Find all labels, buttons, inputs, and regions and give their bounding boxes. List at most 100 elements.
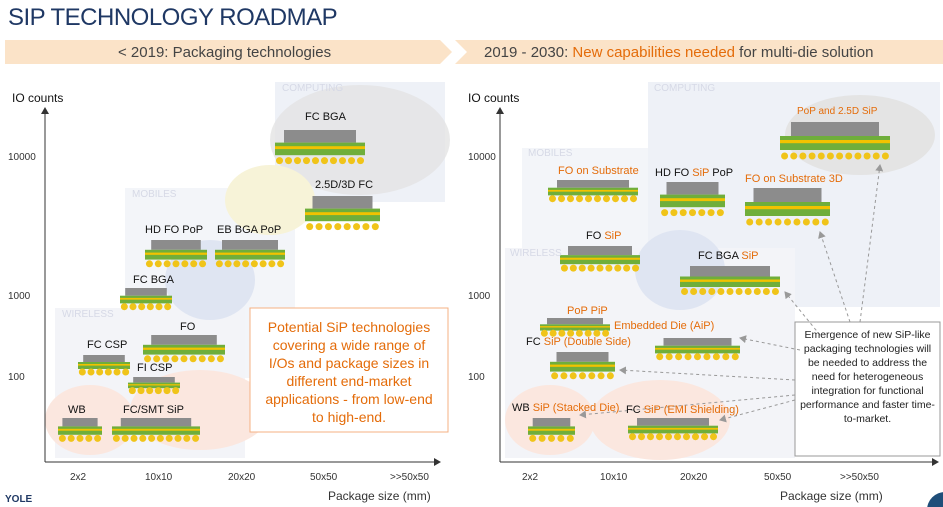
label-part: FO on Substrate 3D xyxy=(745,173,843,185)
label-part: PoP xyxy=(709,167,734,179)
package-part xyxy=(122,368,130,376)
package-part xyxy=(708,288,716,295)
package-part xyxy=(112,434,120,442)
package-part xyxy=(549,195,556,203)
package-part xyxy=(612,195,619,203)
package-part xyxy=(172,387,180,395)
package-part xyxy=(726,288,734,295)
package-part xyxy=(621,195,628,203)
package-part xyxy=(744,288,752,295)
label-part: FC xyxy=(526,336,544,348)
package-part xyxy=(722,353,730,361)
package-part xyxy=(148,434,156,442)
x-axis-label: Package size (mm) xyxy=(328,489,431,503)
package-part xyxy=(558,329,566,337)
label-part: SiP xyxy=(692,167,710,179)
package-part xyxy=(151,240,201,250)
package-part xyxy=(593,329,601,337)
package-part xyxy=(312,157,319,165)
package-part xyxy=(791,122,879,136)
package-part xyxy=(567,329,575,337)
region-label: COMPUTING xyxy=(654,83,716,94)
package-part xyxy=(137,387,145,395)
package-label: FC CSP xyxy=(87,339,128,351)
package-part xyxy=(362,223,370,231)
package-part xyxy=(550,364,615,367)
package-part xyxy=(587,264,595,272)
package-part xyxy=(353,223,361,231)
package-part xyxy=(250,260,258,268)
y-tick-label: 100 xyxy=(468,372,485,383)
package-part xyxy=(94,434,102,442)
label-part: SiP (Double Side) xyxy=(543,336,631,348)
package-label: FC BGA SiP xyxy=(698,251,759,262)
package-part xyxy=(689,209,696,217)
package-part xyxy=(661,209,669,217)
package-part xyxy=(854,152,862,160)
package-part xyxy=(836,152,844,160)
package-label: WB SiP (Stacked Die) xyxy=(512,403,619,414)
package-part xyxy=(551,372,559,380)
package-part xyxy=(560,264,568,272)
package-part xyxy=(275,146,365,150)
x-tick-label: 20x20 xyxy=(228,472,256,483)
package-part xyxy=(174,434,182,442)
package-part xyxy=(180,355,188,363)
package-part xyxy=(584,329,592,337)
package-part xyxy=(305,212,380,216)
package-part xyxy=(680,279,780,282)
package-part xyxy=(104,368,112,376)
banner-part: New capabilities needed xyxy=(572,44,736,61)
package-part xyxy=(684,353,692,361)
package-part xyxy=(790,152,798,160)
banner-right: 2019 - 2030: New capabilities needed for… xyxy=(484,45,873,60)
package-label: PoP PiP xyxy=(567,306,608,317)
package-part xyxy=(588,372,596,380)
x-tick-label: 2x2 xyxy=(70,472,87,483)
package-part xyxy=(548,189,638,192)
package-part xyxy=(745,206,830,210)
banner-part: for multi-die solution xyxy=(735,44,874,61)
package-part xyxy=(812,218,820,226)
package-part xyxy=(183,434,191,442)
package-part xyxy=(339,157,346,165)
package-part xyxy=(146,387,154,395)
package-part xyxy=(578,264,586,272)
logo-circle xyxy=(927,492,943,507)
package-part xyxy=(153,355,161,363)
package-part xyxy=(717,288,725,295)
package-part xyxy=(242,260,250,268)
package-part xyxy=(817,152,825,160)
y-tick-label: 10000 xyxy=(468,152,496,163)
package-part xyxy=(863,152,871,160)
package-part xyxy=(138,303,146,311)
label-part: FC xyxy=(626,404,644,416)
package-part xyxy=(198,355,206,363)
package-part xyxy=(614,264,622,272)
package-label: FC SiP (Double Side) xyxy=(526,337,631,348)
label-part: SiP xyxy=(741,250,759,262)
package-part xyxy=(665,433,672,441)
package-part xyxy=(343,223,351,231)
package-part xyxy=(845,152,853,160)
y-axis-label: IO counts xyxy=(468,91,520,105)
package-part xyxy=(690,266,770,277)
package-part xyxy=(557,180,629,188)
banner-left xyxy=(5,40,452,64)
region-label: MOBILES xyxy=(528,148,573,159)
package-part xyxy=(606,372,614,380)
region-label: WIRELESS xyxy=(62,309,114,320)
package-part xyxy=(605,264,613,272)
package-part xyxy=(312,196,373,209)
blob xyxy=(225,165,315,235)
package-part xyxy=(637,418,709,426)
package-part xyxy=(538,434,546,442)
package-part xyxy=(872,152,880,160)
package-part xyxy=(121,434,129,442)
package-part xyxy=(675,353,683,361)
package-part xyxy=(162,355,170,363)
package-label: FO xyxy=(180,321,196,333)
package-part xyxy=(315,223,323,231)
package-part xyxy=(130,434,138,442)
package-part xyxy=(528,428,575,431)
